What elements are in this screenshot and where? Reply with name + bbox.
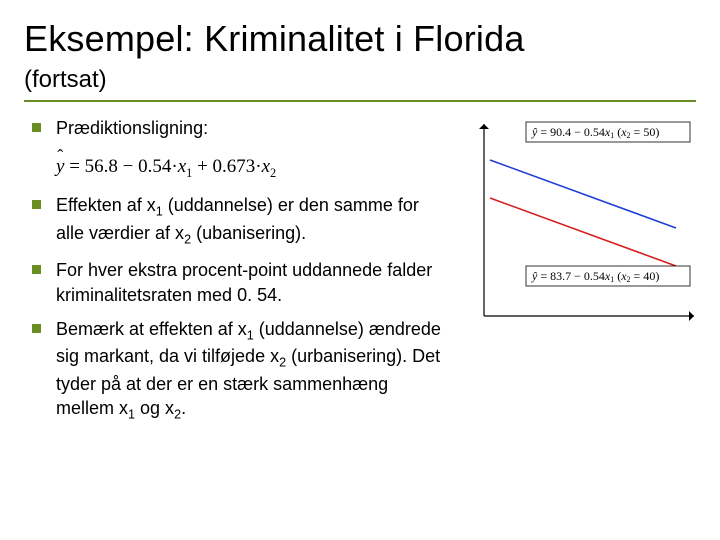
bullet-item: Bemærk at effekten af x1 (uddannelse) æn… — [24, 317, 448, 424]
page-title: Eksempel: Kriminalitet i Florida — [24, 18, 696, 64]
bullet-item: Prædiktionsligning: — [24, 116, 448, 140]
svg-text:ŷ = 83.7 − 0.54x1 (x2 = 40): ŷ = 83.7 − 0.54x1 (x2 = 40) — [531, 269, 659, 284]
regression-chart: ŷ = 90.4 − 0.54x1 (x2 = 50) ŷ = 83.7 − … — [466, 116, 696, 336]
title-divider — [24, 100, 696, 102]
svg-text:ŷ = 90.4 − 0.54x1 (x2 = 50): ŷ = 90.4 − 0.54x1 (x2 = 50) — [531, 125, 659, 140]
bullet-column: Prædiktionsligning: y = 56.8 − 0.54·x1 +… — [24, 116, 448, 434]
bullet-list-2: Effekten af x1 (uddannelse) er den samme… — [24, 193, 448, 424]
bullet-list: Prædiktionsligning: — [24, 116, 448, 140]
equation: y = 56.8 − 0.54·x1 + 0.673·x2 — [24, 150, 448, 193]
bullet-text: Prædiktionsligning: — [56, 118, 208, 138]
chart-column: ŷ = 90.4 − 0.54x1 (x2 = 50) ŷ = 83.7 − … — [466, 116, 696, 341]
slide: Eksempel: Kriminalitet i Florida (fortsa… — [0, 0, 720, 540]
bullet-item: Effekten af x1 (uddannelse) er den samme… — [24, 193, 448, 248]
content-area: Prædiktionsligning: y = 56.8 − 0.54·x1 +… — [24, 116, 696, 434]
bullet-item: For hver ekstra procent-point uddannede … — [24, 258, 448, 307]
y-hat: y — [56, 156, 64, 178]
page-subtitle: (fortsat) — [24, 66, 696, 94]
